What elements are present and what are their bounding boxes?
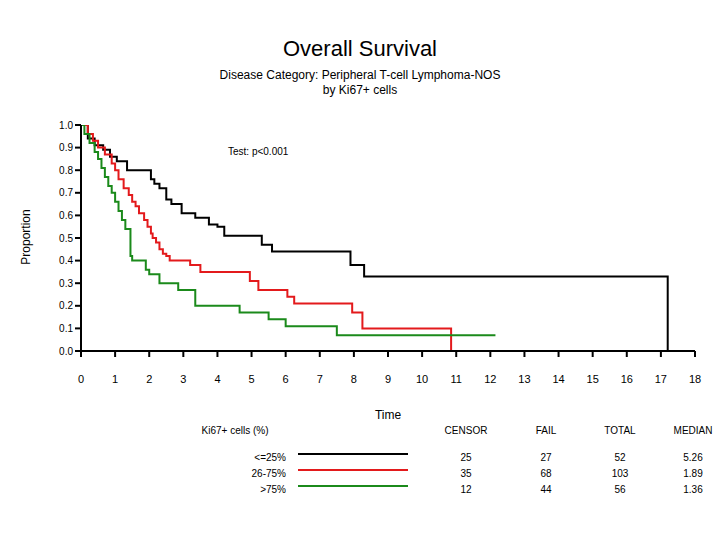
html-text:MEDIAN: MEDIAN: [673, 425, 713, 436]
svg-text:2: 2: [146, 373, 152, 385]
html-text:5.26: 5.26: [683, 452, 703, 463]
svg-text:16: 16: [621, 373, 633, 385]
svg-text:0.2: 0.2: [59, 300, 73, 311]
svg-text:3: 3: [180, 373, 186, 385]
html-text:12: 12: [460, 484, 472, 495]
svg-text:1: 1: [112, 373, 118, 385]
svg-text:0.9: 0.9: [59, 142, 73, 153]
svg-text:0.3: 0.3: [59, 278, 73, 289]
svg-text:0.0: 0.0: [59, 346, 73, 357]
html-text:27: 27: [540, 452, 552, 463]
svg-text:5: 5: [248, 373, 254, 385]
svg-text:9: 9: [385, 373, 391, 385]
svg-text:0.5: 0.5: [59, 233, 73, 244]
html-text:Proportion: Proportion: [19, 209, 33, 265]
html-text:TOTAL: TOTAL: [604, 425, 636, 436]
svg-text:7: 7: [317, 373, 323, 385]
svg-text:11: 11: [451, 373, 462, 385]
svg-text:4: 4: [214, 373, 220, 385]
svg-text:0.8: 0.8: [59, 165, 73, 176]
svg-text:10: 10: [416, 373, 428, 385]
html-text:25: 25: [460, 452, 472, 463]
html-text:by Ki67+ cells: by Ki67+ cells: [322, 83, 398, 97]
html-text:52: 52: [614, 452, 626, 463]
svg-text:0: 0: [78, 373, 84, 385]
svg-text:17: 17: [655, 373, 667, 385]
svg-text:0.7: 0.7: [59, 187, 73, 198]
html-text:FAIL: FAIL: [535, 425, 557, 436]
svg-text:0.6: 0.6: [59, 210, 73, 221]
svg-text:6: 6: [283, 373, 289, 385]
svg-text:8: 8: [351, 373, 357, 385]
html-text:Overall Survival: Overall Survival: [283, 36, 437, 61]
html-text:68: 68: [540, 468, 552, 479]
html-text:1.36: 1.36: [683, 484, 703, 495]
html-text:Time: Time: [374, 408, 402, 422]
html-text:>75%: >75%: [260, 484, 286, 495]
html-text:Disease Category: Peripheral T: Disease Category: Peripheral T-cell Lymp…: [219, 68, 501, 82]
svg-text:0.4: 0.4: [59, 255, 73, 266]
html-text:35: 35: [460, 468, 472, 479]
html-text:56: 56: [614, 484, 626, 495]
svg-text:14: 14: [552, 373, 564, 385]
html-text:44: 44: [540, 484, 552, 495]
svg-text:18: 18: [689, 373, 701, 385]
html-text:103: 103: [611, 468, 629, 479]
html-text:26-75%: 26-75%: [251, 468, 286, 479]
html-text:Test: p<0.001: Test: p<0.001: [228, 146, 289, 157]
svg-text:13: 13: [518, 373, 530, 385]
html-text:<=25%: <=25%: [254, 452, 286, 463]
html-text:CENSOR: CENSOR: [444, 425, 488, 436]
html-text:1.89: 1.89: [683, 468, 703, 479]
html-text:Ki67+ cells (%): Ki67+ cells (%): [201, 425, 269, 436]
svg-text:1.0: 1.0: [59, 120, 73, 131]
svg-text:15: 15: [587, 373, 599, 385]
svg-text:0.1: 0.1: [59, 323, 73, 334]
svg-text:12: 12: [484, 373, 496, 385]
